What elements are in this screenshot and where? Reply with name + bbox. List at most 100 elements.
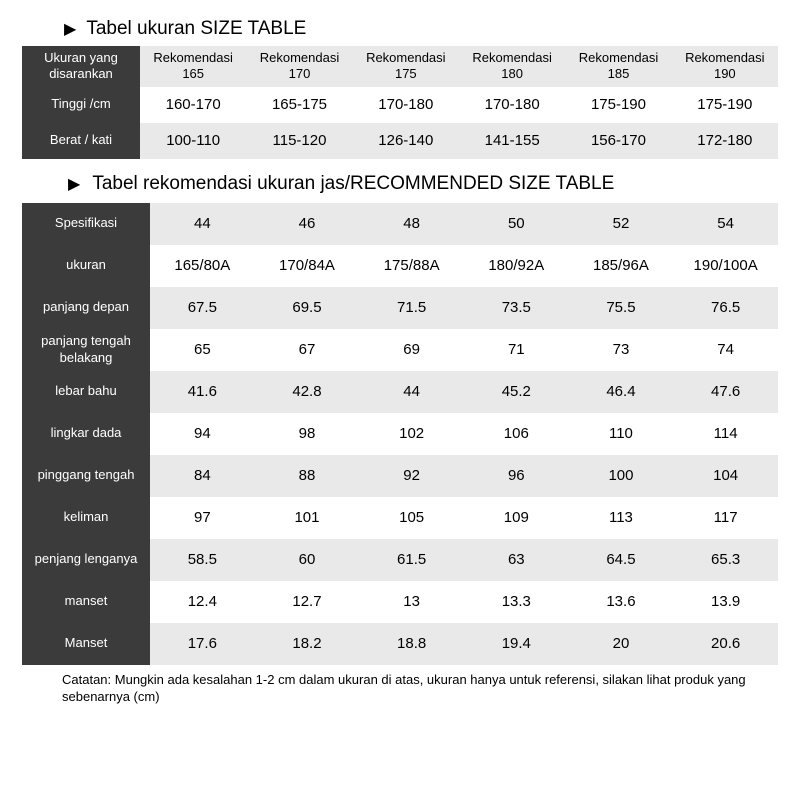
cell: 172-180	[672, 123, 778, 159]
cell: 20	[569, 623, 674, 665]
cell: 60	[255, 539, 360, 581]
heading-text: Tabel rekomendasi ukuran jas/RECOMMENDED…	[92, 173, 614, 195]
cell: 94	[150, 413, 255, 455]
table-row: pinggang tengah84889296100104	[22, 455, 778, 497]
row-label: pinggang tengah	[22, 455, 150, 497]
cell: 106	[464, 413, 569, 455]
cell: 175/88A	[359, 245, 464, 287]
cell: 156-170	[565, 123, 671, 159]
row-label: Spesifikasi	[22, 203, 150, 245]
cell: 47.6	[673, 371, 778, 413]
cell: 170-180	[459, 87, 565, 123]
cell: 54	[673, 203, 778, 245]
cell: 12.7	[255, 581, 360, 623]
row-label: panjang tengah belakang	[22, 329, 150, 371]
cell: 18.2	[255, 623, 360, 665]
table-row: penjang lenganya58.56061.56364.565.3	[22, 539, 778, 581]
cell: 102	[359, 413, 464, 455]
col-header: Rekomendasi 170	[246, 46, 352, 87]
size-table: Ukuran yang disarankan Rekomendasi 165 R…	[22, 46, 778, 159]
cell: 84	[150, 455, 255, 497]
cell: 165-175	[246, 87, 352, 123]
cell: 185/96A	[569, 245, 674, 287]
row-label: Berat / kati	[22, 123, 140, 159]
cell: 13	[359, 581, 464, 623]
cell: 117	[673, 497, 778, 539]
cell: 44	[150, 203, 255, 245]
heading-size-table: ▶ Tabel ukuran SIZE TABLE	[22, 18, 778, 40]
cell: 71.5	[359, 287, 464, 329]
table-row: lebar bahu41.642.84445.246.447.6	[22, 371, 778, 413]
heading-text: Tabel ukuran SIZE TABLE	[86, 18, 306, 40]
cell: 45.2	[464, 371, 569, 413]
cell: 18.8	[359, 623, 464, 665]
col-header: Rekomendasi 165	[140, 46, 246, 87]
row-label: Manset	[22, 623, 150, 665]
triangle-right-icon: ▶	[64, 19, 76, 39]
cell: 44	[359, 371, 464, 413]
row-label: panjang depan	[22, 287, 150, 329]
table-row: Berat / kati 100-110 115-120 126-140 141…	[22, 123, 778, 159]
cell: 170-180	[353, 87, 459, 123]
table-row: keliman97101105109113117	[22, 497, 778, 539]
row-label: manset	[22, 581, 150, 623]
cell: 69	[359, 329, 464, 371]
col-header: Rekomendasi 175	[353, 46, 459, 87]
cell: 74	[673, 329, 778, 371]
cell: 113	[569, 497, 674, 539]
cell: 105	[359, 497, 464, 539]
cell: 175-190	[565, 87, 671, 123]
table-row: panjang depan67.569.571.573.575.576.5	[22, 287, 778, 329]
table-row: Spesifikasi444648505254	[22, 203, 778, 245]
recommended-size-table: Spesifikasi444648505254ukuran165/80A170/…	[22, 203, 778, 665]
cell: 12.4	[150, 581, 255, 623]
table-row: Tinggi /cm 160-170 165-175 170-180 170-1…	[22, 87, 778, 123]
col-header: Rekomendasi 185	[565, 46, 671, 87]
cell: 165/80A	[150, 245, 255, 287]
cell: 46	[255, 203, 360, 245]
cell: 96	[464, 455, 569, 497]
cell: 46.4	[569, 371, 674, 413]
cell: 126-140	[353, 123, 459, 159]
cell: 115-120	[246, 123, 352, 159]
cell: 67	[255, 329, 360, 371]
cell: 50	[464, 203, 569, 245]
cell: 100	[569, 455, 674, 497]
cell: 61.5	[359, 539, 464, 581]
cell: 100-110	[140, 123, 246, 159]
cell: 175-190	[672, 87, 778, 123]
col-header: Rekomendasi 190	[672, 46, 778, 87]
cell: 73.5	[464, 287, 569, 329]
col-header: Rekomendasi 180	[459, 46, 565, 87]
cell: 64.5	[569, 539, 674, 581]
cell: 20.6	[673, 623, 778, 665]
heading-recommended-table: ▶ Tabel rekomendasi ukuran jas/RECOMMEND…	[22, 173, 778, 195]
cell: 69.5	[255, 287, 360, 329]
cell: 92	[359, 455, 464, 497]
cell: 190/100A	[673, 245, 778, 287]
cell: 19.4	[464, 623, 569, 665]
cell: 88	[255, 455, 360, 497]
cell: 98	[255, 413, 360, 455]
cell: 71	[464, 329, 569, 371]
triangle-right-icon: ▶	[68, 174, 80, 194]
cell: 13.6	[569, 581, 674, 623]
row-label: Tinggi /cm	[22, 87, 140, 123]
cell: 67.5	[150, 287, 255, 329]
cell: 63	[464, 539, 569, 581]
footnote: Catatan: Mungkin ada kesalahan 1-2 cm da…	[22, 665, 778, 706]
row-label: lingkar dada	[22, 413, 150, 455]
cell: 109	[464, 497, 569, 539]
table-row: panjang tengah belakang656769717374	[22, 329, 778, 371]
cell: 114	[673, 413, 778, 455]
cell: 76.5	[673, 287, 778, 329]
table-row: ukuran165/80A170/84A175/88A180/92A185/96…	[22, 245, 778, 287]
cell: 52	[569, 203, 674, 245]
cell: 48	[359, 203, 464, 245]
cell: 73	[569, 329, 674, 371]
table-row: lingkar dada9498102106110114	[22, 413, 778, 455]
cell: 58.5	[150, 539, 255, 581]
cell: 170/84A	[255, 245, 360, 287]
table-row: manset12.412.71313.313.613.9	[22, 581, 778, 623]
cell: 17.6	[150, 623, 255, 665]
